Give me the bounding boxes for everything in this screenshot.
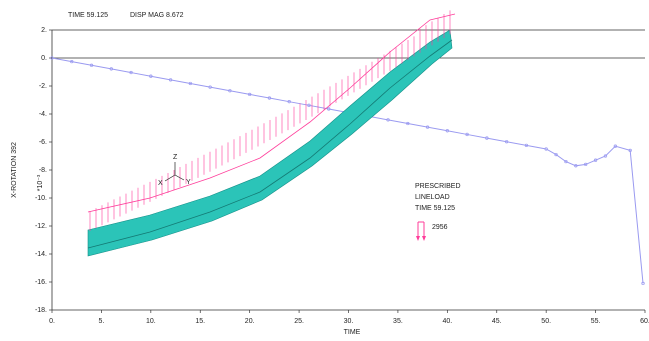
x-axis-label: TIME [344,329,361,336]
y-tick-label: -2. [39,83,47,90]
y-tick-label: -14. [35,251,47,258]
y-tick-label: -8. [39,167,47,174]
y-tick-label: -18. [35,307,47,314]
triad-label: Y [186,179,191,186]
y-axis-label: X-ROTATION 392 [11,142,18,198]
legend-value: 2956 [432,224,448,231]
x-tick-label: 55. [591,318,601,325]
y-tick-label: -16. [35,279,47,286]
x-tick-label: 5. [98,318,104,325]
y-tick-label: -12. [35,223,47,230]
y-tick-label: -6. [39,139,47,146]
x-tick-label: 60. [640,318,649,325]
y-tick-label: -10. [35,195,47,202]
x-tick-label: 50. [541,318,551,325]
x-tick-label: 20. [245,318,255,325]
header-text: TIME 59.125 [68,12,108,19]
y-tick-label: 2. [41,27,47,34]
y-tick-label: 0. [41,55,47,62]
legend-title: PRESCRIBED [415,183,461,190]
x-tick-label: 35. [393,318,403,325]
header-text: DISP MAG 8.672 [130,12,184,19]
x-tick-label: 15. [195,318,205,325]
x-tick-label: 0. [49,318,55,325]
background [0,0,649,341]
triad-label: X [158,180,163,187]
x-tick-label: 30. [344,318,354,325]
legend-title: TIME 59.125 [415,205,455,212]
legend-title: LINELOAD [415,194,450,201]
triad-label: Z [173,154,178,161]
chart: PRESCRIBED LINELOAD TIME 59.125 2956 Z X… [0,0,649,341]
x-tick-label: 25. [294,318,304,325]
y-tick-label: -4. [39,111,47,118]
x-tick-label: 45. [492,318,502,325]
y-exponent: *10⁻³ [37,174,44,191]
x-tick-label: 40. [442,318,452,325]
x-tick-label: 10. [146,318,156,325]
